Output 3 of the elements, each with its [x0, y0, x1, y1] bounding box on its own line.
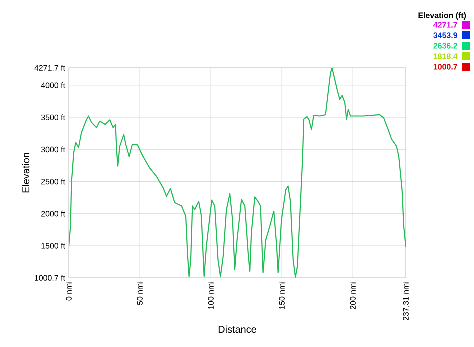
x-axis-title: Distance: [218, 326, 256, 334]
y-axis-title: Elevation: [22, 153, 30, 193]
line-series: [69, 68, 406, 278]
